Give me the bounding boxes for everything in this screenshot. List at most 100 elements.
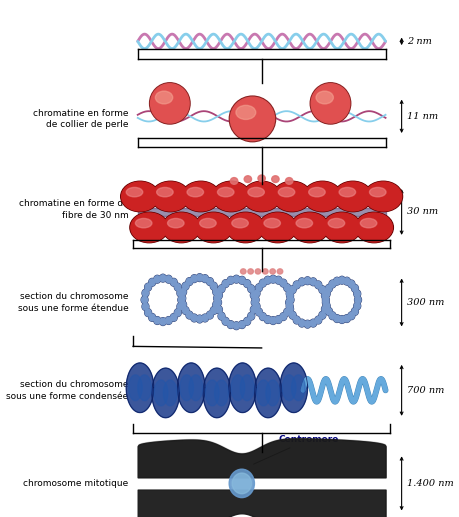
Ellipse shape [154, 316, 161, 324]
Ellipse shape [290, 286, 296, 293]
Ellipse shape [323, 297, 329, 303]
Ellipse shape [322, 293, 328, 299]
Ellipse shape [259, 313, 266, 321]
Ellipse shape [215, 299, 221, 306]
Ellipse shape [232, 219, 248, 228]
Ellipse shape [265, 316, 271, 323]
Ellipse shape [251, 306, 257, 313]
Ellipse shape [319, 286, 326, 294]
Ellipse shape [162, 212, 201, 242]
Ellipse shape [329, 280, 336, 288]
Text: section du chromosome
sous une forme étendue: section du chromosome sous une forme éte… [18, 292, 129, 313]
Polygon shape [229, 363, 256, 413]
Ellipse shape [258, 212, 297, 242]
Polygon shape [152, 368, 179, 418]
Ellipse shape [182, 307, 189, 314]
Ellipse shape [150, 83, 190, 124]
Polygon shape [203, 368, 231, 418]
Ellipse shape [202, 314, 208, 322]
Ellipse shape [310, 83, 351, 124]
Ellipse shape [241, 269, 246, 274]
Ellipse shape [166, 317, 172, 324]
Ellipse shape [293, 316, 300, 324]
Polygon shape [231, 375, 245, 401]
Ellipse shape [130, 212, 168, 242]
Ellipse shape [369, 188, 386, 197]
Ellipse shape [253, 290, 259, 297]
Ellipse shape [174, 283, 181, 291]
Ellipse shape [326, 308, 332, 315]
Ellipse shape [157, 188, 173, 197]
Ellipse shape [299, 320, 305, 326]
Ellipse shape [239, 321, 246, 328]
Polygon shape [180, 375, 194, 401]
Ellipse shape [135, 219, 152, 228]
Ellipse shape [186, 278, 193, 285]
Ellipse shape [305, 277, 311, 284]
Ellipse shape [174, 309, 181, 316]
Ellipse shape [202, 315, 208, 322]
Ellipse shape [175, 309, 181, 316]
Ellipse shape [170, 314, 177, 321]
Ellipse shape [178, 296, 185, 303]
Ellipse shape [179, 301, 186, 309]
Ellipse shape [323, 302, 330, 310]
Ellipse shape [325, 284, 332, 292]
Ellipse shape [348, 312, 354, 319]
Ellipse shape [322, 306, 328, 312]
Ellipse shape [334, 315, 341, 323]
Ellipse shape [330, 312, 336, 319]
Ellipse shape [211, 283, 217, 290]
Ellipse shape [323, 296, 329, 303]
Ellipse shape [251, 306, 257, 313]
Ellipse shape [191, 315, 197, 322]
Ellipse shape [286, 290, 293, 297]
Ellipse shape [252, 297, 259, 303]
Ellipse shape [194, 212, 233, 242]
Ellipse shape [280, 280, 286, 286]
Ellipse shape [210, 282, 217, 290]
Ellipse shape [210, 307, 217, 314]
Text: 11 nm: 11 nm [407, 112, 438, 121]
Ellipse shape [242, 181, 281, 211]
Ellipse shape [228, 277, 234, 284]
Ellipse shape [248, 188, 264, 197]
Ellipse shape [186, 278, 192, 285]
Ellipse shape [239, 321, 245, 328]
Ellipse shape [343, 277, 350, 285]
Ellipse shape [316, 91, 333, 104]
Polygon shape [206, 380, 219, 406]
Ellipse shape [275, 316, 282, 324]
Polygon shape [189, 375, 203, 401]
Ellipse shape [259, 213, 296, 242]
Ellipse shape [248, 285, 255, 293]
Ellipse shape [182, 181, 220, 211]
Ellipse shape [248, 313, 254, 320]
Ellipse shape [355, 297, 361, 303]
Ellipse shape [177, 290, 184, 297]
Text: 1.400 nm: 1.400 nm [407, 479, 454, 488]
Ellipse shape [154, 276, 160, 283]
Text: 700 nm: 700 nm [407, 386, 444, 395]
Ellipse shape [151, 84, 189, 123]
Ellipse shape [180, 288, 186, 295]
Ellipse shape [324, 213, 360, 242]
Ellipse shape [213, 288, 219, 295]
Ellipse shape [154, 276, 161, 283]
Ellipse shape [260, 280, 266, 286]
Ellipse shape [214, 295, 220, 302]
Ellipse shape [230, 97, 274, 141]
Ellipse shape [171, 314, 177, 321]
Ellipse shape [256, 284, 262, 291]
Ellipse shape [187, 188, 204, 197]
Polygon shape [178, 363, 205, 413]
Ellipse shape [183, 307, 189, 314]
Ellipse shape [186, 312, 192, 318]
Ellipse shape [305, 321, 311, 328]
Ellipse shape [230, 96, 275, 142]
Ellipse shape [294, 316, 300, 323]
Ellipse shape [233, 276, 240, 283]
Ellipse shape [319, 311, 326, 319]
Ellipse shape [304, 182, 341, 211]
Ellipse shape [223, 318, 229, 325]
